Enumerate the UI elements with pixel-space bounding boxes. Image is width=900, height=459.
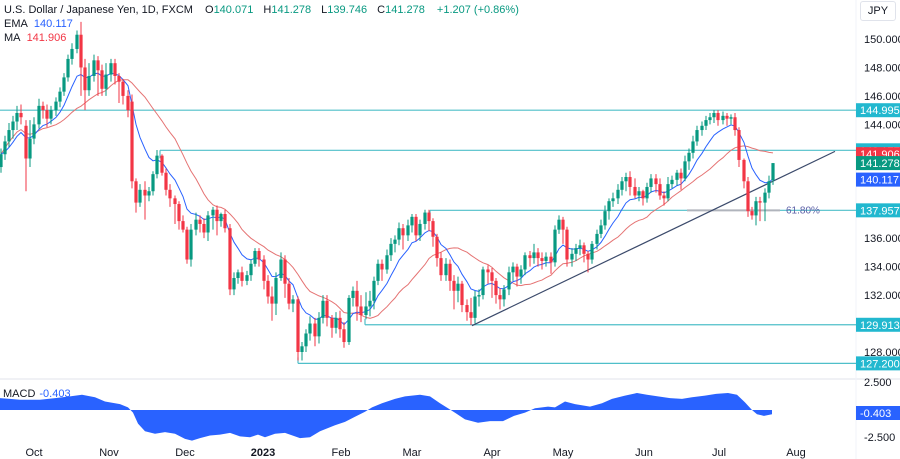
svg-text:-0.403: -0.403 (860, 408, 891, 420)
macd-legend[interactable]: MACD -0.403 (3, 388, 71, 400)
svg-text:129.913: 129.913 (860, 320, 900, 332)
time-tick-label: Apr (483, 447, 500, 459)
time-tick-label: Feb (332, 447, 351, 459)
time-tick-label: Nov (99, 447, 119, 459)
close-label: C (377, 4, 386, 16)
low-label: L (321, 4, 328, 16)
horizontal-levels[interactable]: 61.80% (0, 109, 856, 364)
ma-line (0, 79, 774, 319)
high-value: 141.278 (271, 4, 312, 16)
time-tick-label: Dec (175, 447, 195, 459)
svg-text:127.200: 127.200 (860, 358, 900, 370)
level-price-badge: 127.200 (856, 356, 900, 371)
low-value: 139.746 (327, 4, 368, 16)
time-tick-label: 2023 (251, 447, 275, 459)
macd-histogram (0, 393, 772, 441)
y-tick-label: 144.000 (864, 119, 900, 131)
y-tick-label: 134.000 (864, 262, 900, 274)
chart-legend: U.S. Dollar / Japanese Yen, 1D, FXCM O14… (4, 3, 522, 45)
svg-text:141.278: 141.278 (860, 158, 900, 170)
ma-label: MA (4, 32, 21, 44)
y-tick-label: 146.000 (864, 91, 900, 103)
time-tick-label: Mar (403, 447, 422, 459)
level-price-badge: 144.995 (856, 103, 900, 118)
time-axis[interactable]: Oct Nov Dec 2023 Feb Mar Apr May Jun Jul Aug (25, 447, 805, 459)
y-tick-label: 148.000 (864, 62, 900, 74)
level-price-badge: 137.957 (856, 203, 900, 218)
time-tick-label: Jun (635, 447, 653, 459)
ascending-trendline[interactable] (471, 150, 836, 327)
time-tick-label: Oct (25, 447, 42, 459)
close-value: 141.278 (385, 4, 425, 16)
open-label: O (205, 4, 214, 16)
price-axis[interactable]: 150.000 148.000 146.000 144.000 136.000 134.0… (856, 34, 900, 444)
svg-text:144.995: 144.995 (860, 105, 900, 117)
macd-value-badge: -0.403 (856, 406, 900, 420)
macd-value: -0.403 (39, 388, 71, 400)
ema-label: EMA (4, 18, 28, 30)
ema-line (0, 72, 774, 326)
ema-value: 140.117 (33, 18, 73, 30)
level-price-badge: 129.913 (856, 317, 900, 332)
fib-label: 61.80% (786, 205, 820, 216)
price-badge: 141.278 (856, 156, 900, 171)
y-tick-label: 132.000 (864, 290, 900, 302)
ma-value: 141.906 (26, 32, 67, 44)
time-tick-label: May (553, 447, 574, 459)
svg-text:137.957: 137.957 (860, 205, 900, 217)
open-value: 140.071 (213, 4, 254, 16)
candlesticks (0, 21, 775, 361)
trendline[interactable] (471, 150, 836, 327)
y-tick-label: 150.000 (864, 34, 900, 46)
ma-lines (0, 72, 774, 326)
high-label: H (263, 4, 272, 16)
macd-label: MACD (3, 388, 36, 400)
svg-text:140.117: 140.117 (860, 175, 899, 187)
y-tick-label: 128.000 (864, 347, 900, 359)
symbol-row: U.S. Dollar / Japanese Yen, 1D, FXCM O14… (4, 3, 522, 17)
currency-button[interactable]: JPY (860, 1, 896, 21)
time-tick-label: Aug (786, 447, 806, 459)
svg-text:-2.500: -2.500 (864, 432, 895, 444)
y-tick-label: 136.000 (864, 233, 900, 245)
ema-row[interactable]: EMA 140.117 (4, 17, 522, 31)
ma-row[interactable]: MA 141.906 (4, 31, 522, 45)
svg-text:2.500: 2.500 (864, 377, 892, 389)
time-tick-label: Jul (712, 447, 726, 459)
change-value: +1.207 (+0.86%) (436, 4, 519, 16)
price-badge: 140.117 (856, 172, 900, 187)
symbol-title: U.S. Dollar / Japanese Yen, 1D, FXCM (4, 4, 193, 16)
